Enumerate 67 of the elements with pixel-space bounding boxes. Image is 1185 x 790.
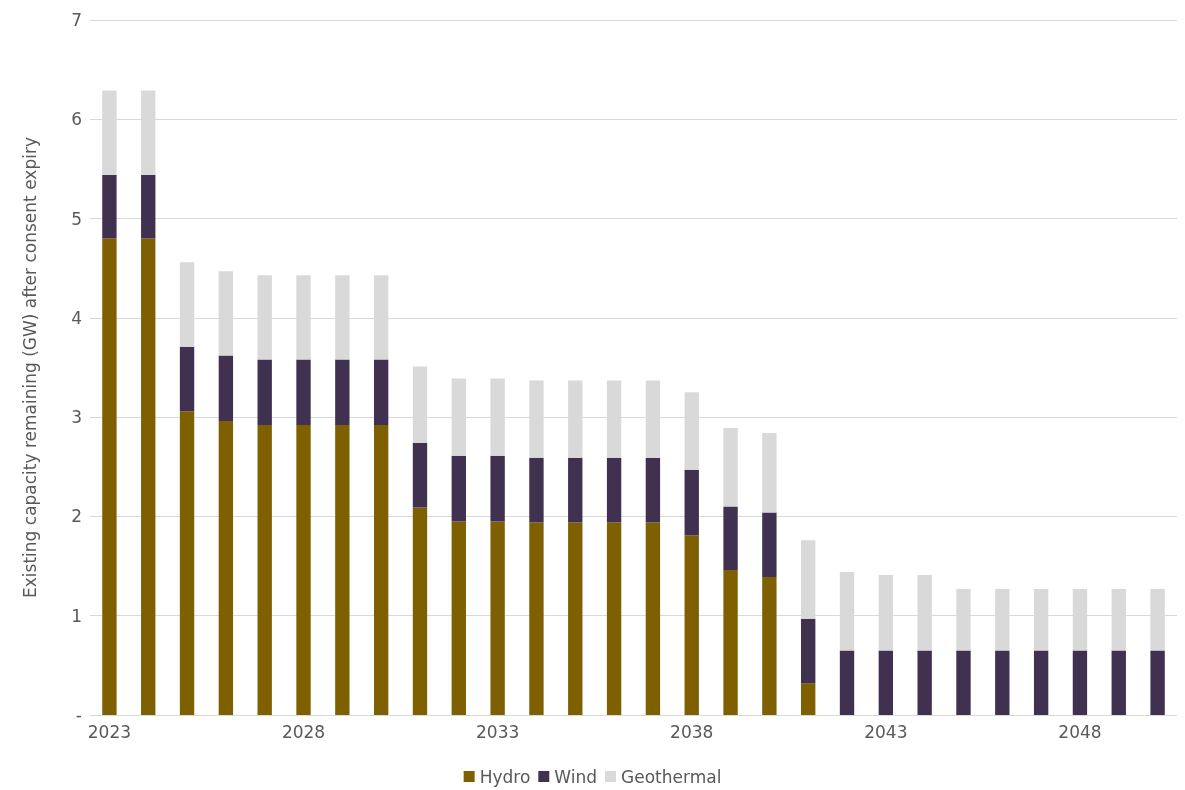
x-tick-label: 2038 <box>670 721 714 742</box>
y-tick-label: 1 <box>71 605 82 626</box>
legend-label: Wind <box>554 766 598 787</box>
bar <box>335 359 350 426</box>
y-axis-title: Existing capacity remaining (GW) after consent expiry <box>19 137 40 598</box>
bar <box>762 433 777 513</box>
y-tick-label: 6 <box>71 109 82 130</box>
bar <box>1033 650 1049 715</box>
bar <box>839 650 855 715</box>
bar <box>684 469 699 536</box>
x-tick-label: 2033 <box>475 721 520 742</box>
bar <box>723 506 738 571</box>
bar <box>257 425 272 715</box>
bar <box>762 512 777 577</box>
bar <box>1111 650 1126 715</box>
bar <box>529 457 544 523</box>
y-tick-label: 3 <box>71 407 82 428</box>
bar <box>373 425 389 715</box>
bar <box>762 576 777 715</box>
y-tick-label: 4 <box>71 307 82 328</box>
bar <box>723 428 738 507</box>
x-tick-label: 2028 <box>281 721 326 742</box>
bar <box>956 650 971 715</box>
bar <box>606 522 622 715</box>
bar <box>373 359 389 426</box>
y-tick-label: - <box>75 705 82 725</box>
y-tick-label: 7 <box>71 10 82 30</box>
x-tick-label: 2023 <box>87 721 132 742</box>
bar <box>296 359 311 426</box>
bar <box>801 683 816 715</box>
legend-label: Geothermal <box>621 766 722 787</box>
bar <box>645 457 661 523</box>
bar <box>141 238 156 715</box>
bar <box>995 650 1010 715</box>
bar <box>490 521 505 715</box>
bar <box>878 650 894 715</box>
bar <box>917 650 932 715</box>
bar <box>218 355 234 422</box>
bar <box>1072 650 1088 715</box>
bar <box>141 174 156 239</box>
bar <box>490 455 505 522</box>
x-tick-label: 2048 <box>1058 721 1102 742</box>
bar <box>1150 650 1165 715</box>
bar <box>723 570 738 715</box>
bar <box>606 457 622 523</box>
bar <box>218 421 234 715</box>
x-tick-label: 2043 <box>864 721 908 742</box>
bar <box>451 455 466 522</box>
bar <box>179 411 195 715</box>
bar <box>102 238 117 715</box>
y-tick-label: 2 <box>71 506 82 527</box>
bar <box>451 521 466 715</box>
legend-label: Hydro <box>479 766 531 787</box>
bar <box>568 457 583 523</box>
y-tick-label: 5 <box>71 208 82 229</box>
bar <box>645 522 661 715</box>
bar <box>296 425 311 715</box>
bar <box>179 346 195 412</box>
bar <box>529 522 544 715</box>
bar <box>684 535 699 715</box>
bar <box>412 507 428 715</box>
bar <box>335 425 350 715</box>
bar <box>801 618 816 684</box>
bar <box>412 442 428 508</box>
bar <box>102 174 117 239</box>
bar <box>568 522 583 715</box>
bar <box>257 359 272 426</box>
